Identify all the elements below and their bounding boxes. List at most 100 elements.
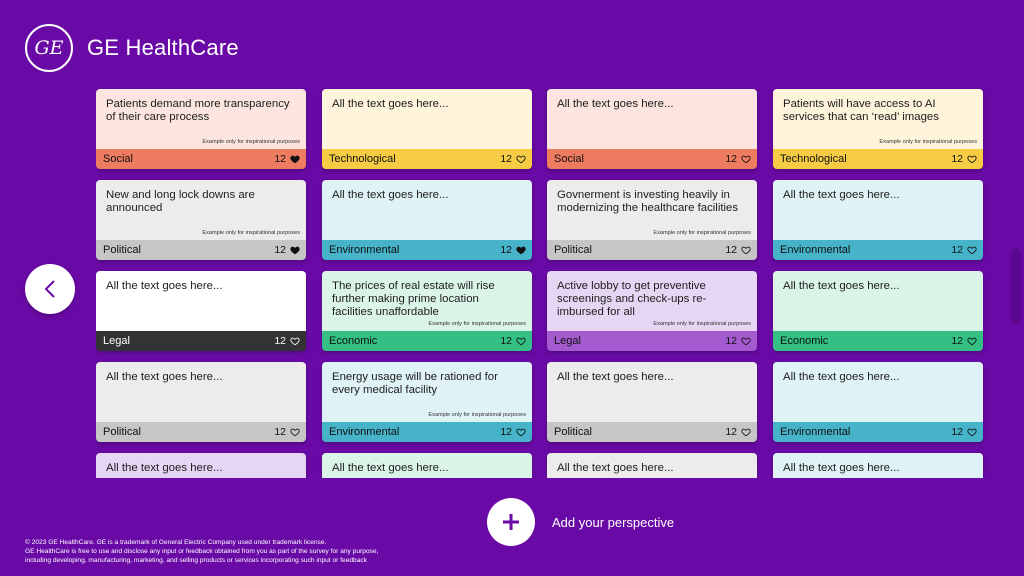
plus-icon — [503, 514, 519, 530]
perspective-card[interactable]: All the text goes here... — [96, 453, 306, 478]
like-count: 12 — [951, 153, 963, 165]
like-control[interactable]: 12 — [274, 335, 300, 347]
card-text: All the text goes here... — [557, 462, 674, 474]
card-category-label: Technological — [329, 153, 396, 165]
like-control[interactable]: 12 — [725, 153, 751, 165]
perspective-card[interactable]: Govnerment is investing heavily in moder… — [547, 180, 757, 260]
perspective-card[interactable]: Patients will have access to AI services… — [773, 89, 983, 169]
heart-outline-icon[interactable] — [516, 336, 526, 346]
like-control[interactable]: 12 — [951, 335, 977, 347]
heart-outline-icon[interactable] — [967, 336, 977, 346]
card-text: All the text goes here... — [783, 371, 900, 383]
like-control[interactable]: 12 — [274, 426, 300, 438]
heart-outline-icon[interactable] — [290, 427, 300, 437]
perspective-card[interactable]: All the text goes here... Political 12 — [96, 362, 306, 442]
card-footer: Environmental 12 — [322, 422, 532, 442]
card-body: Govnerment is investing heavily in moder… — [547, 180, 757, 240]
like-control[interactable]: 12 — [500, 426, 526, 438]
add-perspective-label[interactable]: Add your perspective — [552, 515, 675, 530]
like-control[interactable]: 12 — [500, 244, 526, 256]
previous-button[interactable] — [25, 264, 75, 314]
card-body: Active lobby to get preventive screening… — [547, 271, 757, 331]
card-text: Active lobby to get preventive screening… — [557, 280, 707, 318]
perspective-card[interactable]: All the text goes here... Environmental 12 — [322, 180, 532, 260]
card-body: All the text goes here... — [547, 89, 757, 149]
heart-outline-icon[interactable] — [741, 245, 751, 255]
heart-outline-icon[interactable] — [741, 154, 751, 164]
scrollbar-thumb[interactable] — [1011, 248, 1021, 324]
card-footer: Environmental 12 — [322, 240, 532, 260]
perspective-card[interactable]: All the text goes here... Economic 12 — [773, 271, 983, 351]
like-count: 12 — [725, 335, 737, 347]
like-control[interactable]: 12 — [951, 244, 977, 256]
like-control[interactable]: 12 — [500, 335, 526, 347]
like-count: 12 — [500, 153, 512, 165]
card-footer: Environmental 12 — [773, 422, 983, 442]
card-footer: Political 12 — [96, 240, 306, 260]
like-count: 12 — [274, 153, 286, 165]
like-control[interactable]: 12 — [725, 426, 751, 438]
perspective-card[interactable]: All the text goes here... Political 12 — [547, 362, 757, 442]
heart-outline-icon[interactable] — [741, 427, 751, 437]
ge-monogram-icon: GE — [25, 24, 73, 72]
heart-outline-icon[interactable] — [290, 336, 300, 346]
card-body: All the text goes here... — [96, 271, 306, 331]
perspective-card[interactable]: Patients demand more transparency of the… — [96, 89, 306, 169]
heart-outline-icon[interactable] — [516, 427, 526, 437]
heart-filled-icon[interactable] — [290, 154, 300, 164]
like-control[interactable]: 12 — [951, 426, 977, 438]
card-footer: Environmental 12 — [773, 240, 983, 260]
like-count: 12 — [500, 244, 512, 256]
brand-name: GE HealthCare — [87, 35, 239, 60]
perspective-card[interactable]: Active lobby to get preventive screening… — [547, 271, 757, 351]
legal-line: © 2023 GE HealthCare. GE is a trademark … — [25, 539, 327, 546]
card-text: All the text goes here... — [783, 462, 900, 474]
perspective-card[interactable]: All the text goes here... — [547, 453, 757, 478]
perspective-card[interactable]: The prices of real estate will rise furt… — [322, 271, 532, 351]
like-count: 12 — [725, 426, 737, 438]
heart-outline-icon[interactable] — [516, 154, 526, 164]
card-footer: Legal 12 — [547, 331, 757, 351]
card-text: New and long lock downs are announced — [106, 189, 255, 214]
card-category-label: Environmental — [329, 426, 400, 438]
perspective-card[interactable]: New and long lock downs are announced Exa… — [96, 180, 306, 260]
like-control[interactable]: 12 — [725, 244, 751, 256]
like-count: 12 — [274, 244, 286, 256]
perspective-card[interactable]: All the text goes here... Environmental 12 — [773, 362, 983, 442]
card-body: All the text goes here... — [96, 453, 306, 478]
card-body: New and long lock downs are announced Exa… — [96, 180, 306, 240]
perspective-card[interactable]: All the text goes here... — [773, 453, 983, 478]
heart-outline-icon[interactable] — [967, 245, 977, 255]
card-footer: Economic 12 — [773, 331, 983, 351]
heart-outline-icon[interactable] — [967, 154, 977, 164]
heart-filled-icon[interactable] — [290, 245, 300, 255]
card-footer: Technological 12 — [322, 149, 532, 169]
card-example-note: Example only for inspirational purposes — [653, 230, 751, 236]
card-body: Patients demand more transparency of the… — [96, 89, 306, 149]
perspective-card[interactable]: All the text goes here... Technological 12 — [322, 89, 532, 169]
like-control[interactable]: 12 — [274, 153, 300, 165]
legal-disclaimer: © 2023 GE HealthCare. GE is a trademark … — [25, 538, 378, 565]
like-control[interactable]: 12 — [951, 153, 977, 165]
like-control[interactable]: 12 — [725, 335, 751, 347]
heart-outline-icon[interactable] — [741, 336, 751, 346]
card-text: All the text goes here... — [332, 189, 449, 201]
perspective-card[interactable]: All the text goes here... — [322, 453, 532, 478]
card-body: All the text goes here... — [773, 362, 983, 422]
chevron-left-icon — [44, 280, 55, 298]
perspective-card[interactable]: Energy usage will be rationed for every … — [322, 362, 532, 442]
like-count: 12 — [951, 335, 963, 347]
add-perspective-button[interactable] — [487, 498, 535, 546]
perspective-card[interactable]: All the text goes here... Social 12 — [547, 89, 757, 169]
perspective-card[interactable]: All the text goes here... Environmental 12 — [773, 180, 983, 260]
perspective-card[interactable]: All the text goes here... Legal 12 — [96, 271, 306, 351]
like-control[interactable]: 12 — [500, 153, 526, 165]
like-control[interactable]: 12 — [274, 244, 300, 256]
card-text: Energy usage will be rationed for every … — [332, 371, 498, 396]
card-text: All the text goes here... — [557, 98, 674, 110]
heart-filled-icon[interactable] — [516, 245, 526, 255]
card-body: All the text goes here... — [547, 362, 757, 422]
card-body: All the text goes here... — [322, 453, 532, 478]
like-count: 12 — [951, 244, 963, 256]
heart-outline-icon[interactable] — [967, 427, 977, 437]
